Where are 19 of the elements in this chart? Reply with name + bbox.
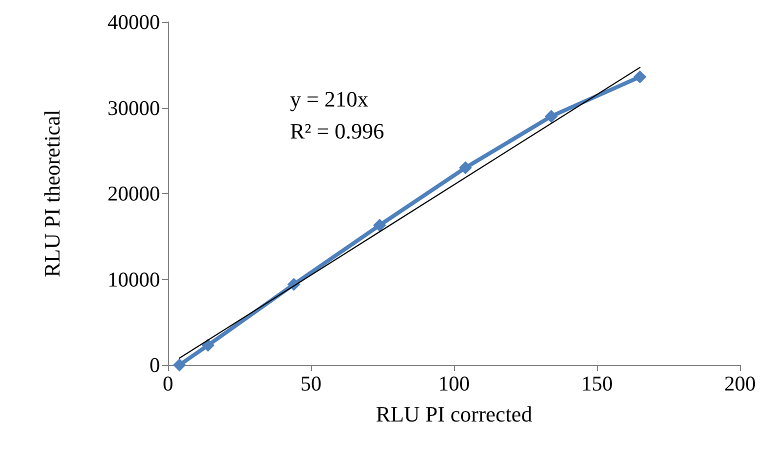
y-tick-label: 0 xyxy=(150,353,160,377)
annotation: y = 210x xyxy=(290,86,368,112)
point xyxy=(202,338,215,352)
y-tick-label: 40000 xyxy=(108,10,160,34)
x-tick-label: 50 xyxy=(300,372,322,396)
point xyxy=(373,218,386,232)
point xyxy=(172,358,186,372)
point xyxy=(458,161,472,174)
y-tick-label: 30000 xyxy=(108,96,160,120)
y-tick-label: 10000 xyxy=(108,267,160,292)
y-tick-label: 20000 xyxy=(108,182,160,206)
point xyxy=(633,70,646,84)
x-tick-label: 100 xyxy=(438,372,470,396)
point xyxy=(544,110,558,123)
x-tick-label: 150 xyxy=(581,372,613,396)
annotation: R² = 0.996 xyxy=(290,118,384,144)
x-axis-title: RLU PI corrected xyxy=(376,402,532,426)
x-tick-label: 200 xyxy=(724,372,756,396)
y-axis-title: RLU PI theoretical xyxy=(40,110,64,278)
